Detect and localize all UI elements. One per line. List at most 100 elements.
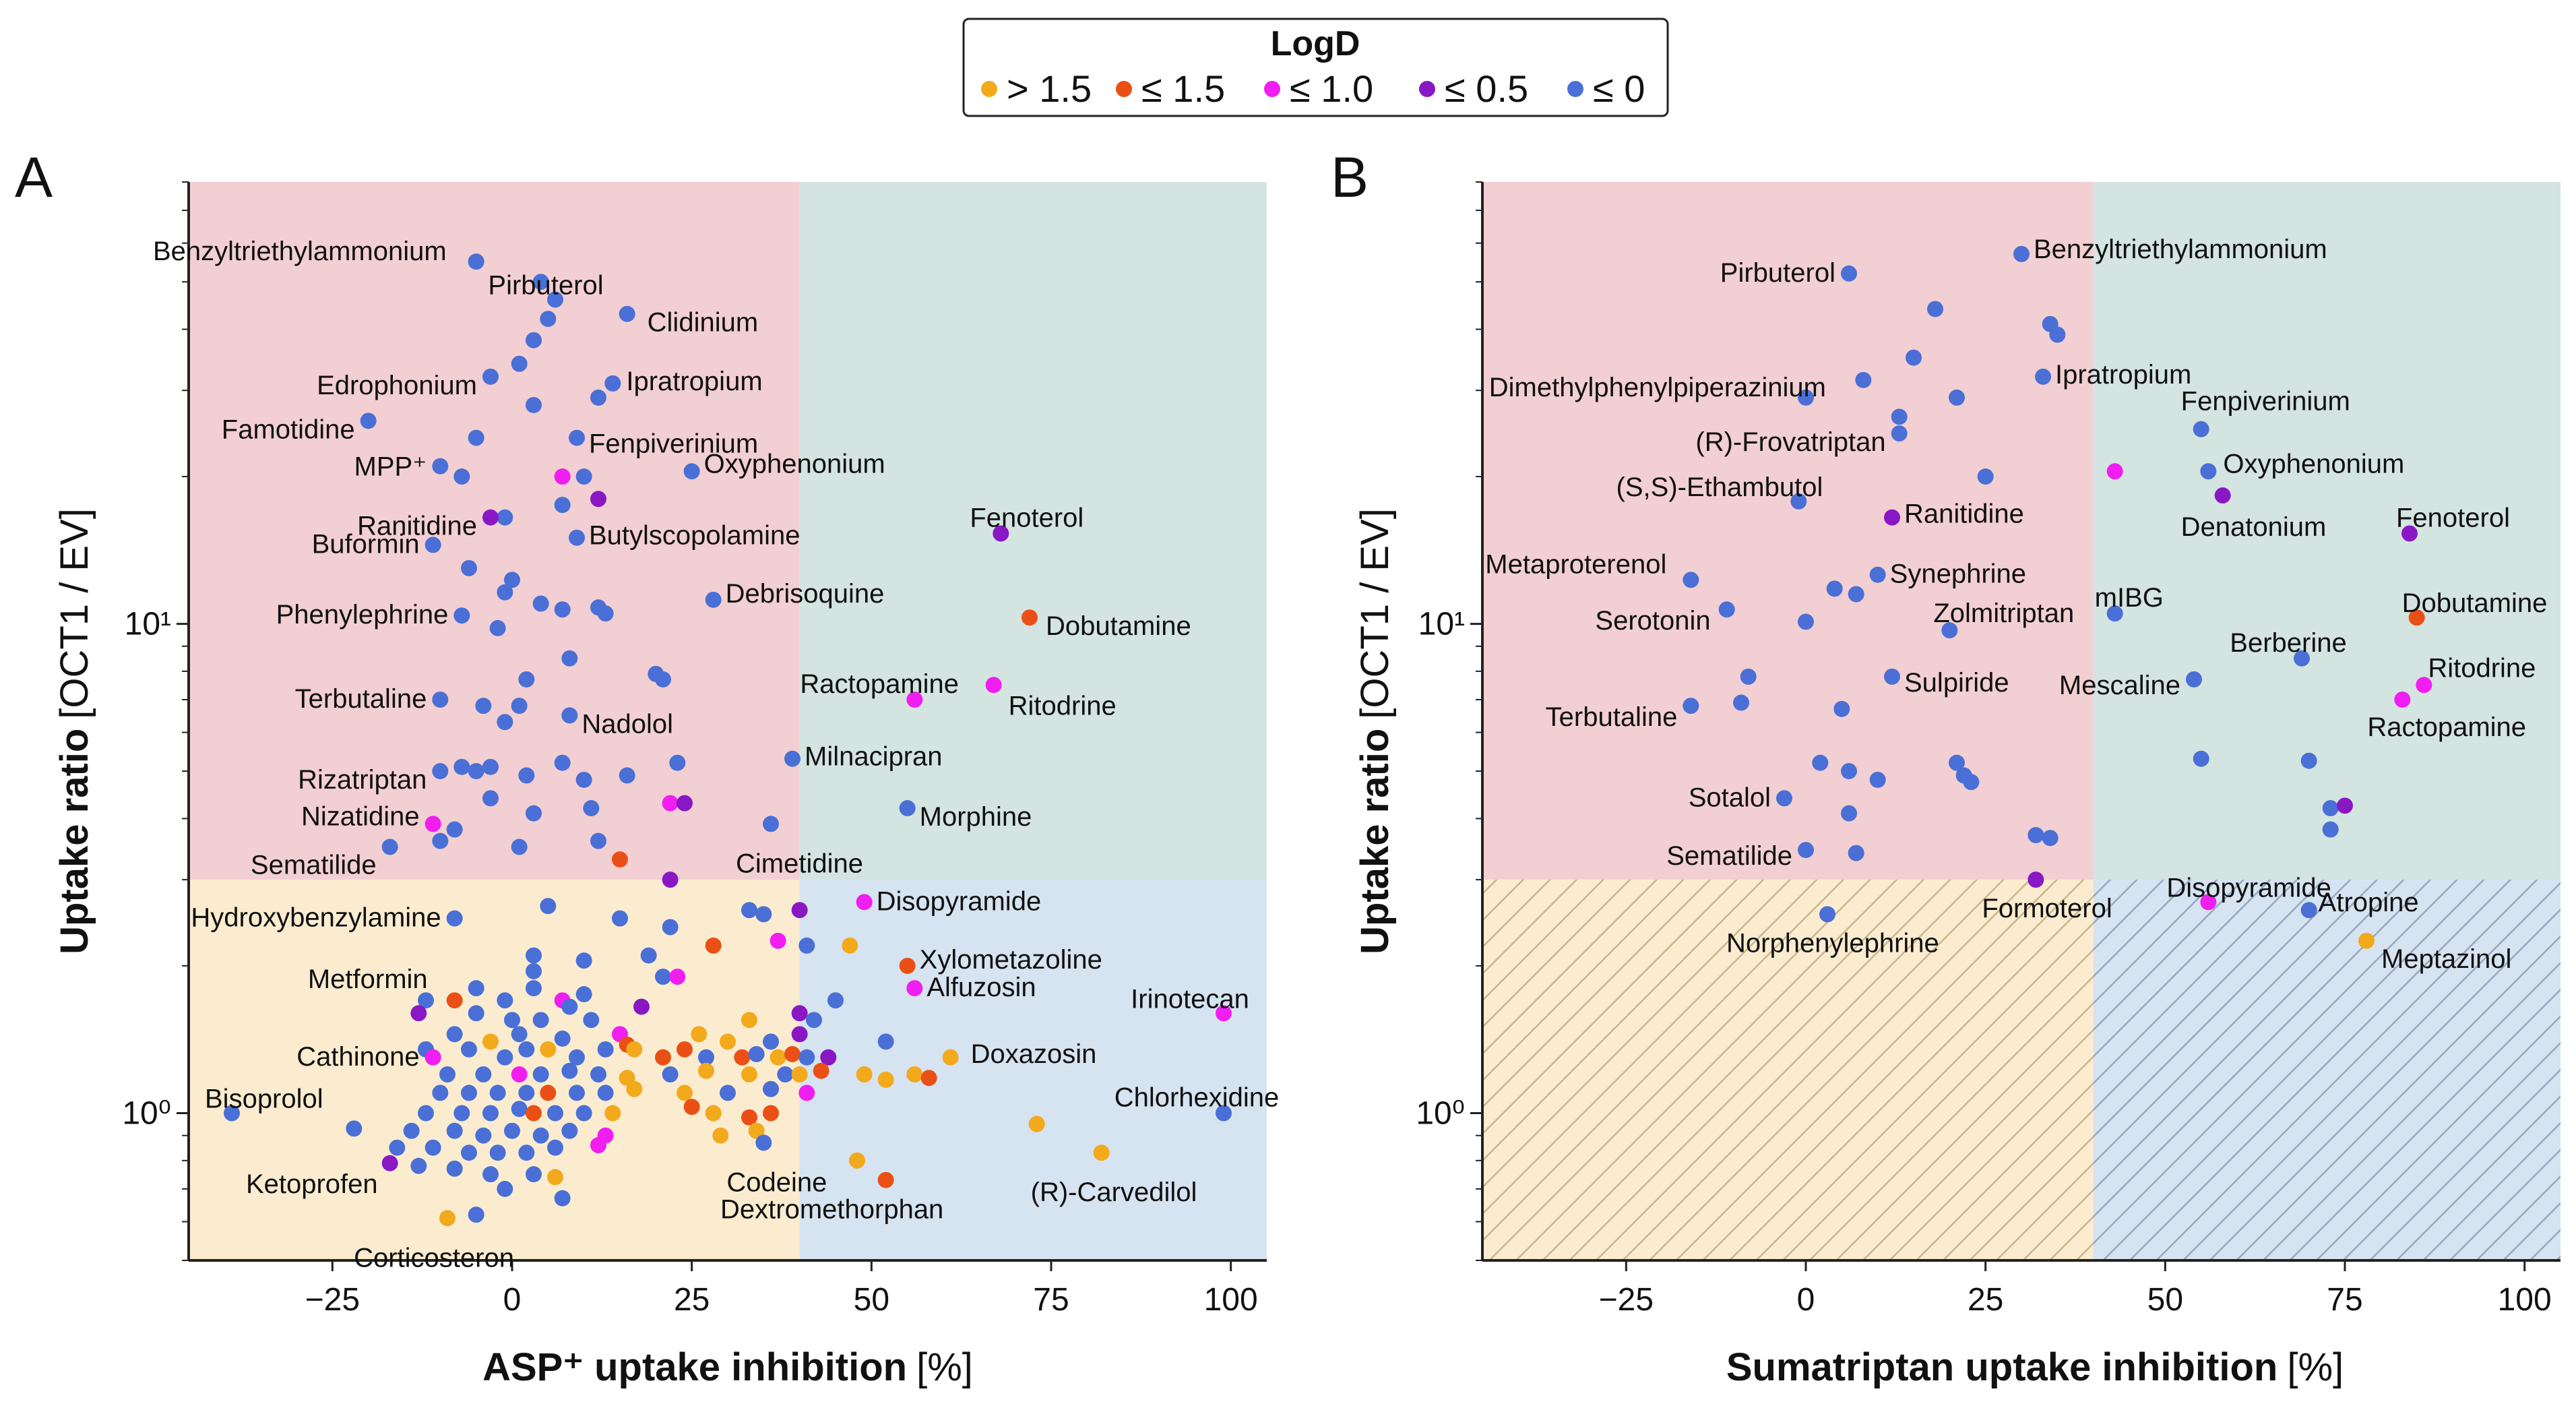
panel-b-regions <box>1482 182 2561 1260</box>
panel-b-data-point <box>2300 902 2317 919</box>
panel-b-point-label: Sematilide <box>1666 841 1792 871</box>
panel-a-data-point <box>583 1012 600 1029</box>
panel-a-point-label: Metformin <box>308 965 428 994</box>
panel-a-data-point <box>532 274 549 291</box>
panel-a-data-point <box>906 1066 923 1082</box>
panel-a-data-point <box>575 771 592 788</box>
panel-b-data-point <box>1906 349 1922 366</box>
panel-a-data-point <box>798 1084 815 1101</box>
panel-a-data-point <box>526 962 542 979</box>
panel-a-point-label: Nizatidine <box>301 801 420 831</box>
panel-a-data-point <box>453 1105 470 1122</box>
panel-b-point-label: Mescaline <box>2059 671 2180 700</box>
panel-b-point-label: Meptazinol <box>2381 944 2511 974</box>
panel-b-point-label: (S,S)-Ethambutol <box>1616 472 1823 502</box>
panel-a-point-label: Irinotecan <box>1131 984 1249 1014</box>
panel-a-data-point <box>769 1049 786 1066</box>
panel-a-data-point <box>526 947 542 964</box>
panel-a-data-point <box>612 851 628 868</box>
panel-b-data-point <box>2193 421 2209 437</box>
panel-b-point-label: Metaproterenol <box>1485 549 1666 579</box>
panel-a-data-point <box>540 1041 557 1058</box>
panel-b-data-point <box>1812 754 1829 771</box>
panel-a-data-point <box>763 1105 779 1122</box>
panel-a-data-point <box>518 1144 535 1161</box>
panel-a-data-point <box>425 1139 441 1156</box>
panel-a-data-point <box>691 1026 708 1043</box>
panel-a-data-point <box>683 1099 700 1115</box>
panel-b-data-point <box>2106 463 2123 480</box>
panel-a-y-axis-title: Uptake ratio [OCT1 / EV] <box>53 508 96 954</box>
panel-a-data-point <box>410 1157 427 1174</box>
panel-b-data-point <box>1927 301 1943 317</box>
panel-a-data-point <box>569 1049 585 1066</box>
panel-a-data-point <box>554 1190 571 1206</box>
panel-a-data-point <box>511 355 528 372</box>
panel-a-data-point <box>489 1084 506 1101</box>
panel-a-data-point <box>662 919 679 936</box>
panel-a-data-point <box>360 412 377 429</box>
panel-a-data-point <box>497 992 513 1009</box>
panel-a-data-point <box>446 1160 463 1177</box>
panel-a-data-point <box>590 1066 606 1082</box>
panel-b-data-point <box>2214 487 2231 504</box>
panel-b-x-tick-label: 50 <box>2147 1282 2183 1318</box>
panel-a-data-point <box>655 671 671 687</box>
panel-a-data-point <box>526 332 542 348</box>
panel-a-data-point <box>425 816 441 832</box>
panel-a-data-point <box>446 1122 463 1139</box>
panel-b-point-label: Serotonin <box>1595 606 1710 636</box>
panel-b-x-tick-label: 0 <box>1797 1282 1815 1318</box>
panel-b-data-point <box>1977 468 1994 485</box>
legend-marker-0 <box>981 81 997 97</box>
panel-a-data-point <box>554 468 571 485</box>
panel-b-point-label: Pirbuterol <box>1720 258 1835 288</box>
panel-a-data-point <box>942 1049 959 1066</box>
panel-a-data-point <box>554 1030 571 1047</box>
panel-a-data-point <box>655 1049 671 1066</box>
panel-a-data-point <box>489 619 506 636</box>
panel-a-data-point <box>547 1139 563 1156</box>
panel-a-y-axis-unit: [OCT1 / EV] <box>53 508 96 719</box>
panel-a-data-point <box>669 969 686 985</box>
panel-b-point-label: Synephrine <box>1890 559 2026 589</box>
panel-a-data-point <box>526 1105 542 1122</box>
panel-a-data-point <box>677 1084 693 1101</box>
panel-b-x-tick-label: 25 <box>1968 1282 2003 1318</box>
panel-a-data-point <box>432 763 449 780</box>
panel-a-data-point <box>993 525 1009 542</box>
panel-a-point-label: Cathinone <box>296 1042 419 1072</box>
panel-b-data-point <box>2394 692 2411 708</box>
panel-b-point-label: Zolmitriptan <box>1933 599 2074 628</box>
panel-a-point-label: (R)-Carvedilol <box>1031 1178 1197 1207</box>
panel-a-data-point <box>453 758 470 775</box>
panel-a-data-point <box>619 305 635 322</box>
panel-b-point-label: Ranitidine <box>1904 499 2024 529</box>
panel-a-data-point <box>475 698 492 714</box>
panel-a-point-label: Terbutaline <box>295 684 427 714</box>
panel-b-point-label: Ractopamine <box>2367 712 2526 742</box>
panel-a-data-point <box>705 937 722 954</box>
panel-a-data-point <box>669 754 686 771</box>
panel-a-data-point <box>511 838 528 855</box>
panel-a: −25 0 25 50 75 100 10⁰ 10¹ Benzyltriethylammoni… <box>53 181 1279 1389</box>
panel-a-data-point <box>877 1033 894 1050</box>
panel-b-x-tick-label: 100 <box>2498 1282 2552 1318</box>
panel-b-point-label: Berberine <box>2230 628 2346 658</box>
panel-a-data-point <box>446 1026 463 1043</box>
panel-a-data-point <box>518 671 535 687</box>
panel-a-data-point <box>504 572 520 588</box>
panel-b-data-point <box>1798 842 1814 859</box>
panel-b-point-label: Benzyltriethylammonium <box>2034 235 2327 264</box>
panel-a-y-tick-label: 10⁰ <box>122 1095 171 1131</box>
panel-a-data-point <box>1093 1144 1110 1161</box>
panel-a-data-point <box>720 1084 736 1101</box>
panel-a-point-label: Codeine <box>726 1167 827 1197</box>
panel-a-data-point <box>561 1122 578 1139</box>
panel-a-data-point <box>432 458 449 475</box>
panel-a-data-point <box>741 1012 757 1029</box>
panel-a-x-axis-title-text: ASP⁺ uptake inhibition <box>482 1345 907 1389</box>
panel-a-data-point <box>526 805 542 822</box>
panel-b-data-point <box>1833 700 1850 717</box>
panel-a-point-label: Ritodrine <box>1009 691 1117 721</box>
